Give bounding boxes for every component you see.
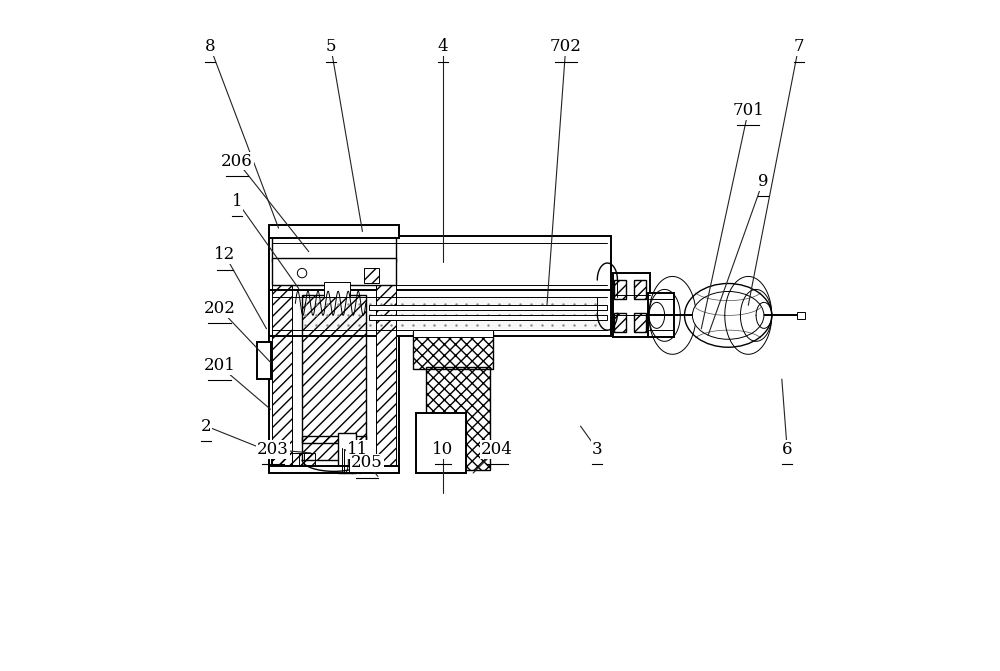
Bar [413,330,493,337]
Text: 701: 701 [732,102,764,119]
Text: 11: 11 [347,441,368,458]
Bar [269,228,399,470]
Text: 5: 5 [326,38,336,56]
Text: 203: 203 [257,441,289,458]
Text: 6: 6 [782,441,792,458]
Bar [299,453,315,465]
Bar [416,413,466,473]
Text: 7: 7 [793,38,804,56]
Bar [269,236,611,292]
Text: 4: 4 [438,38,448,56]
Text: 201: 201 [204,357,235,374]
Bar [426,367,490,470]
Bar [272,236,396,262]
Bar [272,231,292,466]
Bar [376,231,396,466]
Bar [269,290,611,336]
Bar [299,297,607,329]
Bar [324,282,350,297]
Text: 204: 204 [481,441,513,458]
Ellipse shape [692,291,764,340]
Text: 10: 10 [432,441,454,458]
Text: 3: 3 [592,441,603,458]
Bar [272,258,396,285]
Bar [302,436,366,460]
Text: 205: 205 [351,454,383,472]
Text: 8: 8 [205,38,215,56]
Bar [634,313,646,332]
Bar [269,225,399,238]
Bar [338,433,356,473]
Text: 702: 702 [550,38,582,56]
Bar [413,332,493,369]
Text: 12: 12 [214,246,236,264]
Ellipse shape [685,283,772,348]
Bar [269,466,399,473]
Text: 2: 2 [201,417,211,435]
Bar [302,295,366,443]
Bar [797,312,805,319]
Bar [613,273,650,337]
Circle shape [297,268,307,278]
Text: 1: 1 [232,193,242,210]
Bar [648,293,674,337]
Bar [257,342,271,379]
Bar [364,268,379,283]
Text: 9: 9 [758,172,768,190]
Bar [369,315,607,320]
Bar [369,305,607,310]
Bar [614,313,626,332]
Bar [634,280,646,299]
Bar [292,231,376,466]
Bar [614,280,626,299]
Bar [376,231,396,466]
Text: 202: 202 [204,300,235,317]
Text: 206: 206 [221,152,253,170]
Bar [271,453,304,465]
